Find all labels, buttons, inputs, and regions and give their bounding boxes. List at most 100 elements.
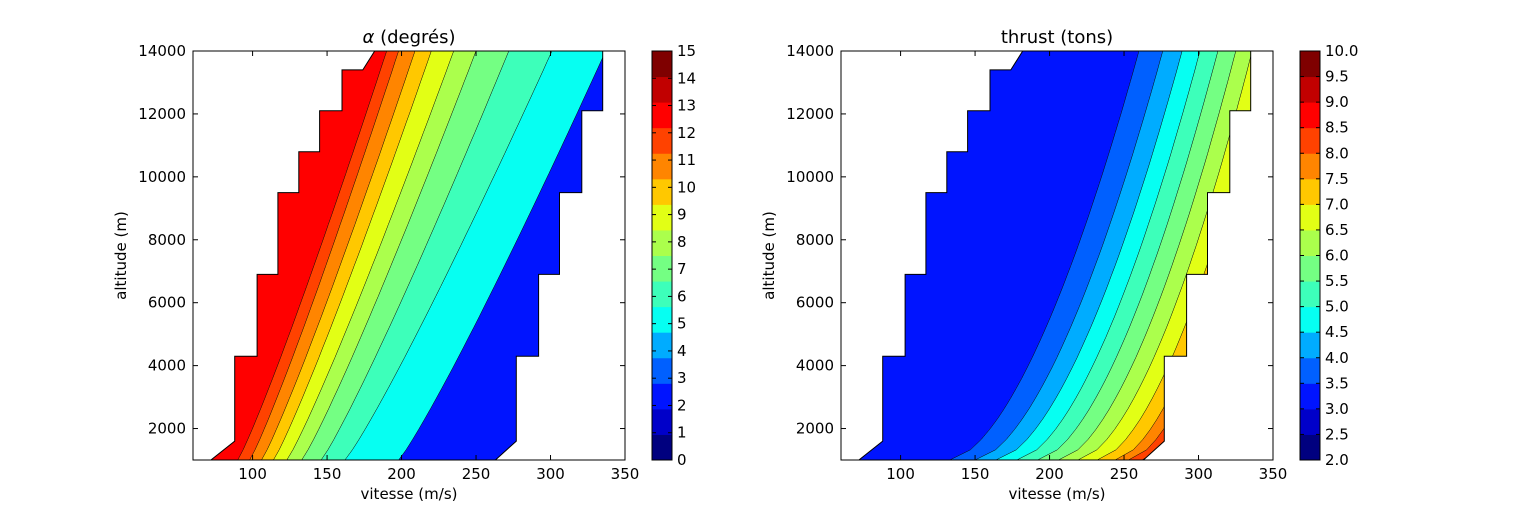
y-tick-label: 10000 (786, 168, 834, 186)
colorbar-segment (652, 332, 672, 359)
colorbar-tick-label: 6.5 (1325, 221, 1349, 239)
colorbar-tick-label: 4.0 (1325, 349, 1349, 367)
alpha-contour-line (273, 51, 432, 460)
colorbar-segment (1300, 153, 1320, 180)
alpha-band (344, 51, 603, 460)
colorbar-segment (652, 255, 672, 282)
y-tick-label: 12000 (786, 105, 834, 123)
alpha-axes-frame (192, 50, 626, 461)
thrust-plot-area (858, 51, 1252, 460)
x-tick-label: 250 (462, 465, 491, 483)
thrust-contour-line (1037, 51, 1219, 460)
alpha-contour-bands (210, 51, 603, 460)
thrust-band (1077, 51, 1251, 460)
colorbar-tick-label: 9.0 (1325, 93, 1349, 111)
thrust-domain-outline (858, 51, 1252, 460)
colorbar-segment (652, 178, 672, 205)
alpha-band (286, 51, 476, 460)
alpha-band (237, 51, 399, 460)
y-tick-label: 8000 (796, 231, 834, 249)
thrust-band (1016, 51, 1218, 460)
colorbar-tick-label: 6 (677, 287, 687, 305)
colorbar-segment (1300, 434, 1320, 461)
colorbar-tick-label: 3.0 (1325, 400, 1349, 418)
x-tick-label: 300 (536, 465, 565, 483)
colorbar-tick-label: 1 (677, 424, 687, 442)
colorbar-segment (652, 127, 672, 154)
colorbar-segment (1300, 102, 1320, 129)
colorbar-tick-label: 2 (677, 396, 687, 414)
colorbar-segment (652, 51, 672, 78)
thrust-band (975, 51, 1183, 460)
alpha-contour-line (286, 51, 454, 460)
y-tick-label: 10000 (138, 168, 186, 186)
alpha-title-symbol: α (362, 27, 374, 48)
y-tick-label: 6000 (796, 294, 834, 312)
colorbar-segment (652, 102, 672, 129)
colorbar-segment (1300, 204, 1320, 231)
alpha-domain-outline (210, 51, 604, 460)
colorbar-tick-label: 0 (677, 451, 687, 469)
colorbar-segment (1300, 408, 1320, 435)
thrust-contour-line (1016, 51, 1201, 460)
alpha-title-text: (degrés) (374, 27, 455, 48)
colorbar-tick-label: 9.5 (1325, 68, 1349, 86)
colorbar-tick-label: 5.0 (1325, 298, 1349, 316)
alpha-x-label: vitesse (m/s) (361, 485, 458, 503)
thrust-contour-chart: 100 150 200 250 300 350 2000 4000 6000 8000 10000… (760, 27, 1358, 503)
thrust-band (949, 51, 1163, 460)
alpha-title: α (degrés) (362, 27, 455, 48)
x-tick-label: 150 (961, 465, 990, 483)
alpha-y-axis: 2000 4000 6000 8000 10000 12000 14000 (138, 42, 625, 438)
colorbar-tick-label: 7.0 (1325, 195, 1349, 213)
thrust-contour-bands (858, 51, 1251, 460)
alpha-plot-area (210, 51, 604, 460)
alpha-band (249, 51, 415, 460)
y-tick-label: 8000 (148, 231, 186, 249)
colorbar-segment (652, 408, 672, 435)
x-tick-label: 100 (886, 465, 915, 483)
alpha-band-bottom (398, 51, 603, 460)
colorbar-tick-label: 7.5 (1325, 170, 1349, 188)
x-tick-label: 200 (1035, 465, 1064, 483)
alpha-contour-line (301, 51, 477, 460)
colorbar-segment (652, 383, 672, 410)
colorbar-tick-label: 5 (677, 315, 687, 333)
y-tick-label: 6000 (148, 294, 186, 312)
thrust-x-label: vitesse (m/s) (1009, 485, 1106, 503)
colorbar-tick-label: 2.0 (1325, 451, 1349, 469)
y-tick-label: 4000 (148, 357, 186, 375)
y-tick-label: 2000 (148, 420, 186, 438)
thrust-title: thrust (tons) (1001, 27, 1113, 48)
colorbar-segment (652, 153, 672, 180)
alpha-contour-line (249, 51, 399, 460)
colorbar-segment (652, 204, 672, 231)
alpha-band (301, 51, 509, 460)
colorbar-tick-label: 14 (677, 69, 696, 87)
alpha-y-label: altitude (m) (112, 211, 130, 300)
colorbar-tick-label: 13 (677, 97, 696, 115)
thrust-axes-frame (840, 50, 1274, 461)
colorbar-tick-label: 7 (677, 260, 687, 278)
thrust-contour-line (1058, 51, 1237, 460)
colorbar-segment (1300, 51, 1320, 78)
thrust-y-axis: 2000 4000 6000 8000 10000 12000 14000 (786, 42, 1273, 438)
thrust-colorbar: 2.0 2.5 3.0 3.5 4.0 4.5 5.0 5.5 6.0 6.5 7.0 7.5 8.0 8… (1299, 42, 1358, 469)
colorbar-segment (1300, 255, 1320, 282)
colorbar-segment (652, 281, 672, 308)
alpha-band (261, 51, 432, 460)
colorbar-tick-label: 10 (677, 178, 696, 196)
y-tick-label: 2000 (796, 420, 834, 438)
alpha-contour-line (261, 51, 416, 460)
thrust-y-label: altitude (m) (760, 211, 778, 300)
colorbar-frame (651, 50, 673, 461)
thrust-band (1058, 51, 1251, 460)
colorbar-segment (652, 357, 672, 384)
thrust-band (995, 51, 1200, 460)
thrust-band (1037, 51, 1236, 460)
colorbar-tick-label: 8.5 (1325, 119, 1349, 137)
alpha-contour-line (398, 51, 603, 460)
alpha-contour-line (320, 51, 510, 460)
